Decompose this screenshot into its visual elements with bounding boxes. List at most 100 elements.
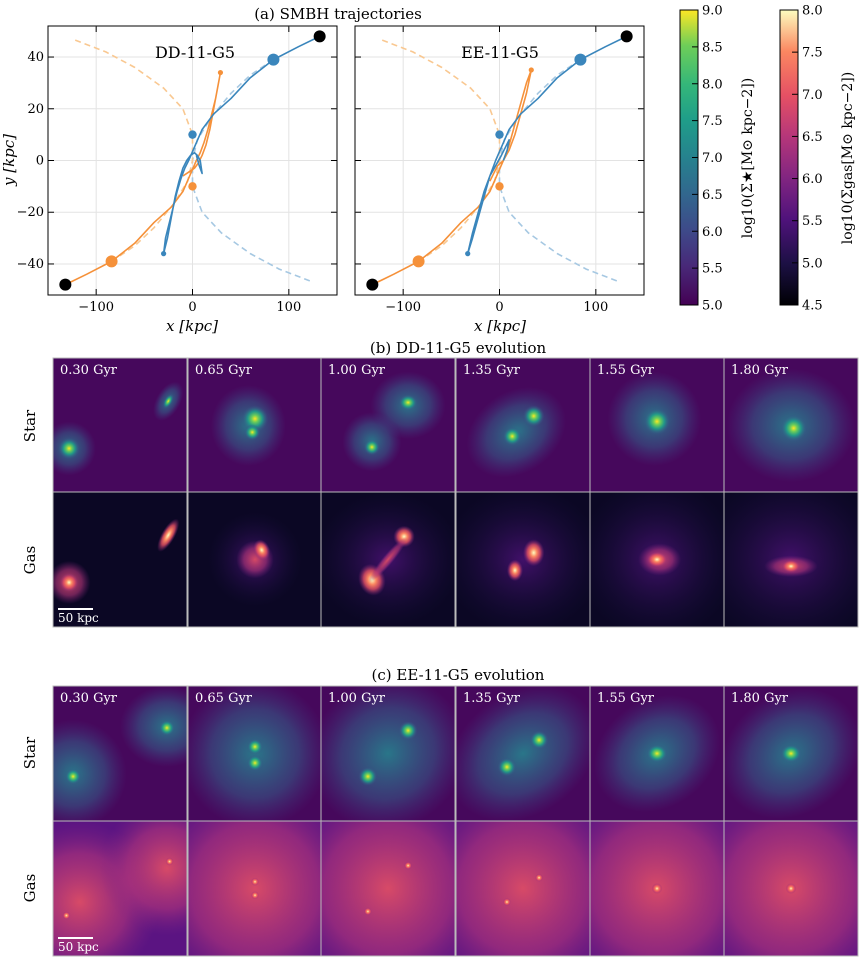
gas-blob (363, 907, 372, 916)
galaxy-blob (780, 744, 802, 763)
colorbar-tick-label: 5.0 (802, 256, 823, 271)
gas-blob (188, 821, 322, 956)
galaxy-blob (65, 768, 82, 785)
gas-blob (368, 536, 408, 583)
galaxy-blob (246, 738, 264, 755)
panel-b-title: (b) DD-11-G5 evolution (370, 339, 547, 357)
colorbar-tick-label: 7.0 (702, 151, 723, 166)
marker-point (495, 182, 504, 191)
gas-panel (589, 491, 725, 628)
star-panel: 1.35 Gyr (455, 357, 591, 494)
marker-point (105, 255, 118, 268)
colorbar-tick-label: 8.5 (702, 40, 723, 55)
marker-point (188, 182, 197, 191)
gas-blob (502, 897, 511, 907)
gas-panel (589, 820, 725, 957)
trajectory-markers (59, 30, 326, 291)
marker-point (366, 278, 379, 291)
star-panel: 0.30 Gyr (52, 357, 188, 494)
galaxy-blob (321, 686, 455, 821)
colorbar-tick-label: 5.5 (802, 214, 823, 229)
galaxy-blob (363, 439, 380, 456)
row-label-gas-b: Gas (21, 546, 39, 575)
gas-panel (455, 820, 591, 957)
colorbar-tick-label: 7.5 (802, 46, 823, 61)
colorbar-tick-label: 8.0 (702, 77, 723, 92)
colorbar-tick-label: 6.0 (802, 172, 823, 187)
galaxy-blob (158, 719, 175, 736)
x-tick-label: −100 (78, 300, 114, 315)
galaxy-blob (456, 686, 590, 821)
gas-panel (320, 820, 456, 957)
panel-border (723, 491, 859, 628)
marker-point (313, 30, 326, 43)
series-line (71, 38, 194, 263)
panel-border (320, 820, 456, 957)
series-line (64, 71, 222, 286)
x-tick-label: 0 (188, 300, 196, 315)
plot-label-ee: EE-11-G5 (461, 43, 539, 62)
panel-border (52, 820, 188, 957)
galaxy-blob (523, 405, 545, 427)
marker-point (188, 130, 197, 139)
y-tick-label: 0 (36, 154, 44, 169)
panel-border (320, 491, 456, 628)
row-label-gas-c: Gas (21, 874, 39, 903)
gas-panel (723, 491, 859, 628)
gas-blob (99, 821, 187, 936)
gas-blob (253, 539, 271, 561)
series-line (191, 58, 314, 283)
panel-border (52, 491, 188, 628)
y-axis-label: y [kpc] (0, 134, 18, 187)
series-line (162, 35, 321, 255)
marker-point (465, 251, 471, 257)
marker-point (528, 67, 534, 73)
row-label-star-b: Star (21, 409, 39, 442)
axis-ticks: −100 0 100 (355, 26, 644, 315)
star-panel: 0.65 Gyr (187, 685, 323, 822)
gas-panel: 50 kpc (52, 491, 188, 628)
ee-evolution-grid: 0.30 Gyr 50 kpc 0.65 Gyr 1.00 Gyr 1.35 Gyr 1.… (52, 685, 859, 957)
trajectory-markers (366, 30, 633, 291)
gas-panel (187, 820, 323, 957)
gas-blob (646, 551, 668, 568)
panel-a-title: (a) SMBH trajectories (254, 5, 422, 23)
marker-point (620, 30, 633, 43)
row-label-star-c: Star (21, 736, 39, 769)
dd-evolution-grid: 0.30 Gyr 50 kpc 0.65 Gyr 1.00 Gyr 1.35 Gyr 1.… (52, 357, 859, 628)
x-tick-label: 0 (495, 300, 503, 315)
galaxy-blob (246, 754, 264, 772)
time-label: 1.80 Gyr (731, 691, 789, 706)
galaxy-blob (502, 426, 522, 446)
star-panel: 0.30 Gyr (52, 685, 188, 822)
colorbar-stellar: 5.0 5.5 6.0 6.5 7.0 7.5 8.0 8.5 9.0 log10(Σ★[M⊙ … (679, 4, 756, 314)
star-panel: 1.55 Gyr (589, 357, 725, 494)
galaxy-blob (643, 407, 671, 435)
colorbar-tick-label: 5.5 (702, 262, 723, 277)
gas-panel (320, 491, 456, 628)
star-panel: 1.00 Gyr (320, 357, 456, 494)
gas-blob (456, 492, 590, 627)
time-label: 1.55 Gyr (597, 363, 655, 378)
galaxy-blob (646, 744, 668, 763)
galaxy-blob (358, 767, 378, 786)
colorbar-gas-gradient (779, 9, 799, 306)
colorbar-gas: 4.5 5.0 5.5 6.0 6.5 7.0 7.5 8.0 log10(Σgas[M⊙ k… (779, 4, 856, 314)
series-line (371, 69, 533, 286)
star-panel: 1.35 Gyr (455, 685, 591, 822)
gas-blob (456, 821, 590, 956)
series-line (498, 58, 621, 283)
marker-point (161, 251, 167, 257)
plot-label-dd: DD-11-G5 (155, 43, 235, 62)
gas-panel (723, 820, 859, 957)
colorbar-tick-label: 6.5 (802, 130, 823, 145)
galaxy-blob (58, 437, 80, 460)
star-panel: 1.00 Gyr (320, 685, 456, 822)
colorbar-gas-ticks: 4.5 5.0 5.5 6.0 6.5 7.0 7.5 8.0 (792, 4, 823, 314)
colorbar-tick-label: 7.0 (802, 88, 823, 103)
gas-blob (535, 873, 544, 882)
gas-background (53, 492, 187, 627)
galaxy-blob (398, 394, 418, 411)
x-tick-label: −100 (385, 300, 421, 315)
